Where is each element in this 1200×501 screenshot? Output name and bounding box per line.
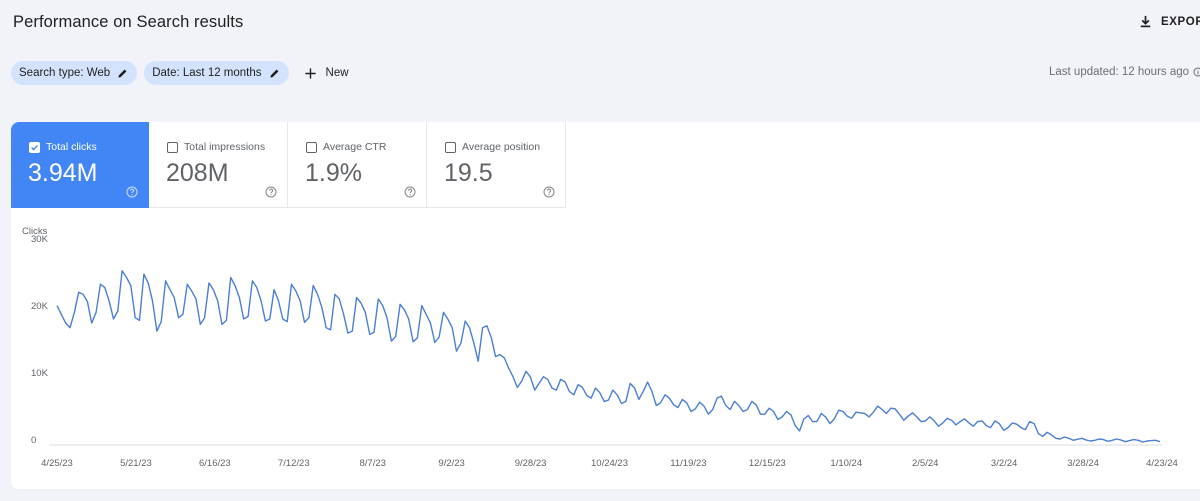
last-updated-text: Last updated: 12 hours ago xyxy=(1049,66,1190,78)
x-tick-label: 4/23/24 xyxy=(1146,458,1178,469)
x-tick-label: 2/5/24 xyxy=(912,458,938,469)
x-tick-label: 4/25/23 xyxy=(41,458,73,469)
metric-average-ctr[interactable]: Average CTR 1.9% xyxy=(288,122,427,208)
metric-average-position[interactable]: Average position 19.5 xyxy=(427,122,566,208)
x-tick-label: 9/2/23 xyxy=(438,458,464,469)
x-tick-label: 5/21/23 xyxy=(120,458,152,469)
metric-total-impressions[interactable]: Total impressions 208M xyxy=(149,122,288,208)
pencil-icon xyxy=(117,68,128,79)
series-line-clicks xyxy=(56,270,1161,443)
metric-value: 3.94M xyxy=(28,159,98,187)
info-icon[interactable] xyxy=(1193,67,1200,77)
search-type-chip[interactable]: Search type: Web xyxy=(11,61,138,85)
x-tick-label: 11/19/23 xyxy=(670,458,706,469)
help-circle-icon[interactable] xyxy=(126,185,138,198)
date-label: Date: Last 12 months xyxy=(152,67,262,79)
y-tick-label: 0 xyxy=(31,435,36,446)
metric-tabs: Total clicks 3.94M Total impressions 208… xyxy=(11,122,1200,208)
help-circle-icon[interactable] xyxy=(265,185,277,198)
metric-label: Average position xyxy=(462,141,541,153)
help-circle-icon[interactable] xyxy=(543,185,555,198)
metric-label: Total impressions xyxy=(184,141,266,153)
page-title: Performance on Search results xyxy=(13,13,244,31)
performance-card: Total clicks 3.94M Total impressions 208… xyxy=(11,122,1200,489)
metric-value: 1.9% xyxy=(305,159,362,187)
y-tick-label: 20K xyxy=(31,301,49,312)
x-tick-label: 6/16/23 xyxy=(199,458,231,469)
metric-value: 208M xyxy=(166,159,229,187)
download-icon xyxy=(1138,14,1153,29)
checkbox-icon[interactable] xyxy=(167,141,178,153)
x-tick-label: 8/7/23 xyxy=(360,458,386,469)
x-tick-label: 3/28/24 xyxy=(1067,458,1099,469)
search-type-label: Search type: Web xyxy=(19,67,111,79)
new-filter-label: New xyxy=(325,67,349,79)
last-updated-status: Last updated: 12 hours ago xyxy=(1049,66,1200,78)
filter-bar: Search type: Web Date: Last 12 months Ne… xyxy=(11,61,349,85)
checkbox-icon[interactable] xyxy=(306,141,317,153)
checkbox-icon[interactable] xyxy=(445,141,456,153)
metric-total-clicks[interactable]: Total clicks 3.94M xyxy=(11,122,149,208)
x-tick-label: 12/15/23 xyxy=(749,458,786,469)
new-filter-button[interactable]: New xyxy=(304,61,349,85)
checkbox-icon[interactable] xyxy=(29,141,40,153)
x-tick-label: 9/28/23 xyxy=(515,458,547,469)
x-tick-label: 3/2/24 xyxy=(991,458,1017,469)
metric-value: 19.5 xyxy=(444,159,493,187)
x-tick-label: 7/12/23 xyxy=(278,458,310,469)
metric-label: Average CTR xyxy=(323,141,387,153)
clicks-chart-svg[interactable]: Clicks 0 10K 20K 30K 4/25/23 5/21/23 6/16/23 7/1… xyxy=(11,208,1200,489)
y-tick-label: 30K xyxy=(31,234,49,245)
date-chip[interactable]: Date: Last 12 months xyxy=(144,61,289,85)
y-tick-label: 10K xyxy=(31,368,49,379)
metric-label: Total clicks xyxy=(46,141,97,153)
clicks-chart: Clicks 0 10K 20K 30K 4/25/23 5/21/23 6/16/23 7/1… xyxy=(11,208,1200,489)
x-tick-label: 1/10/24 xyxy=(830,458,862,469)
pencil-icon xyxy=(269,68,280,79)
y-axis-title: Clicks xyxy=(22,226,48,237)
export-label: EXPORT xyxy=(1161,15,1200,28)
plus-icon xyxy=(304,67,317,80)
export-button[interactable]: EXPORT xyxy=(1138,14,1200,29)
x-tick-label: 10/24/23 xyxy=(591,458,628,469)
help-circle-icon[interactable] xyxy=(404,185,416,198)
